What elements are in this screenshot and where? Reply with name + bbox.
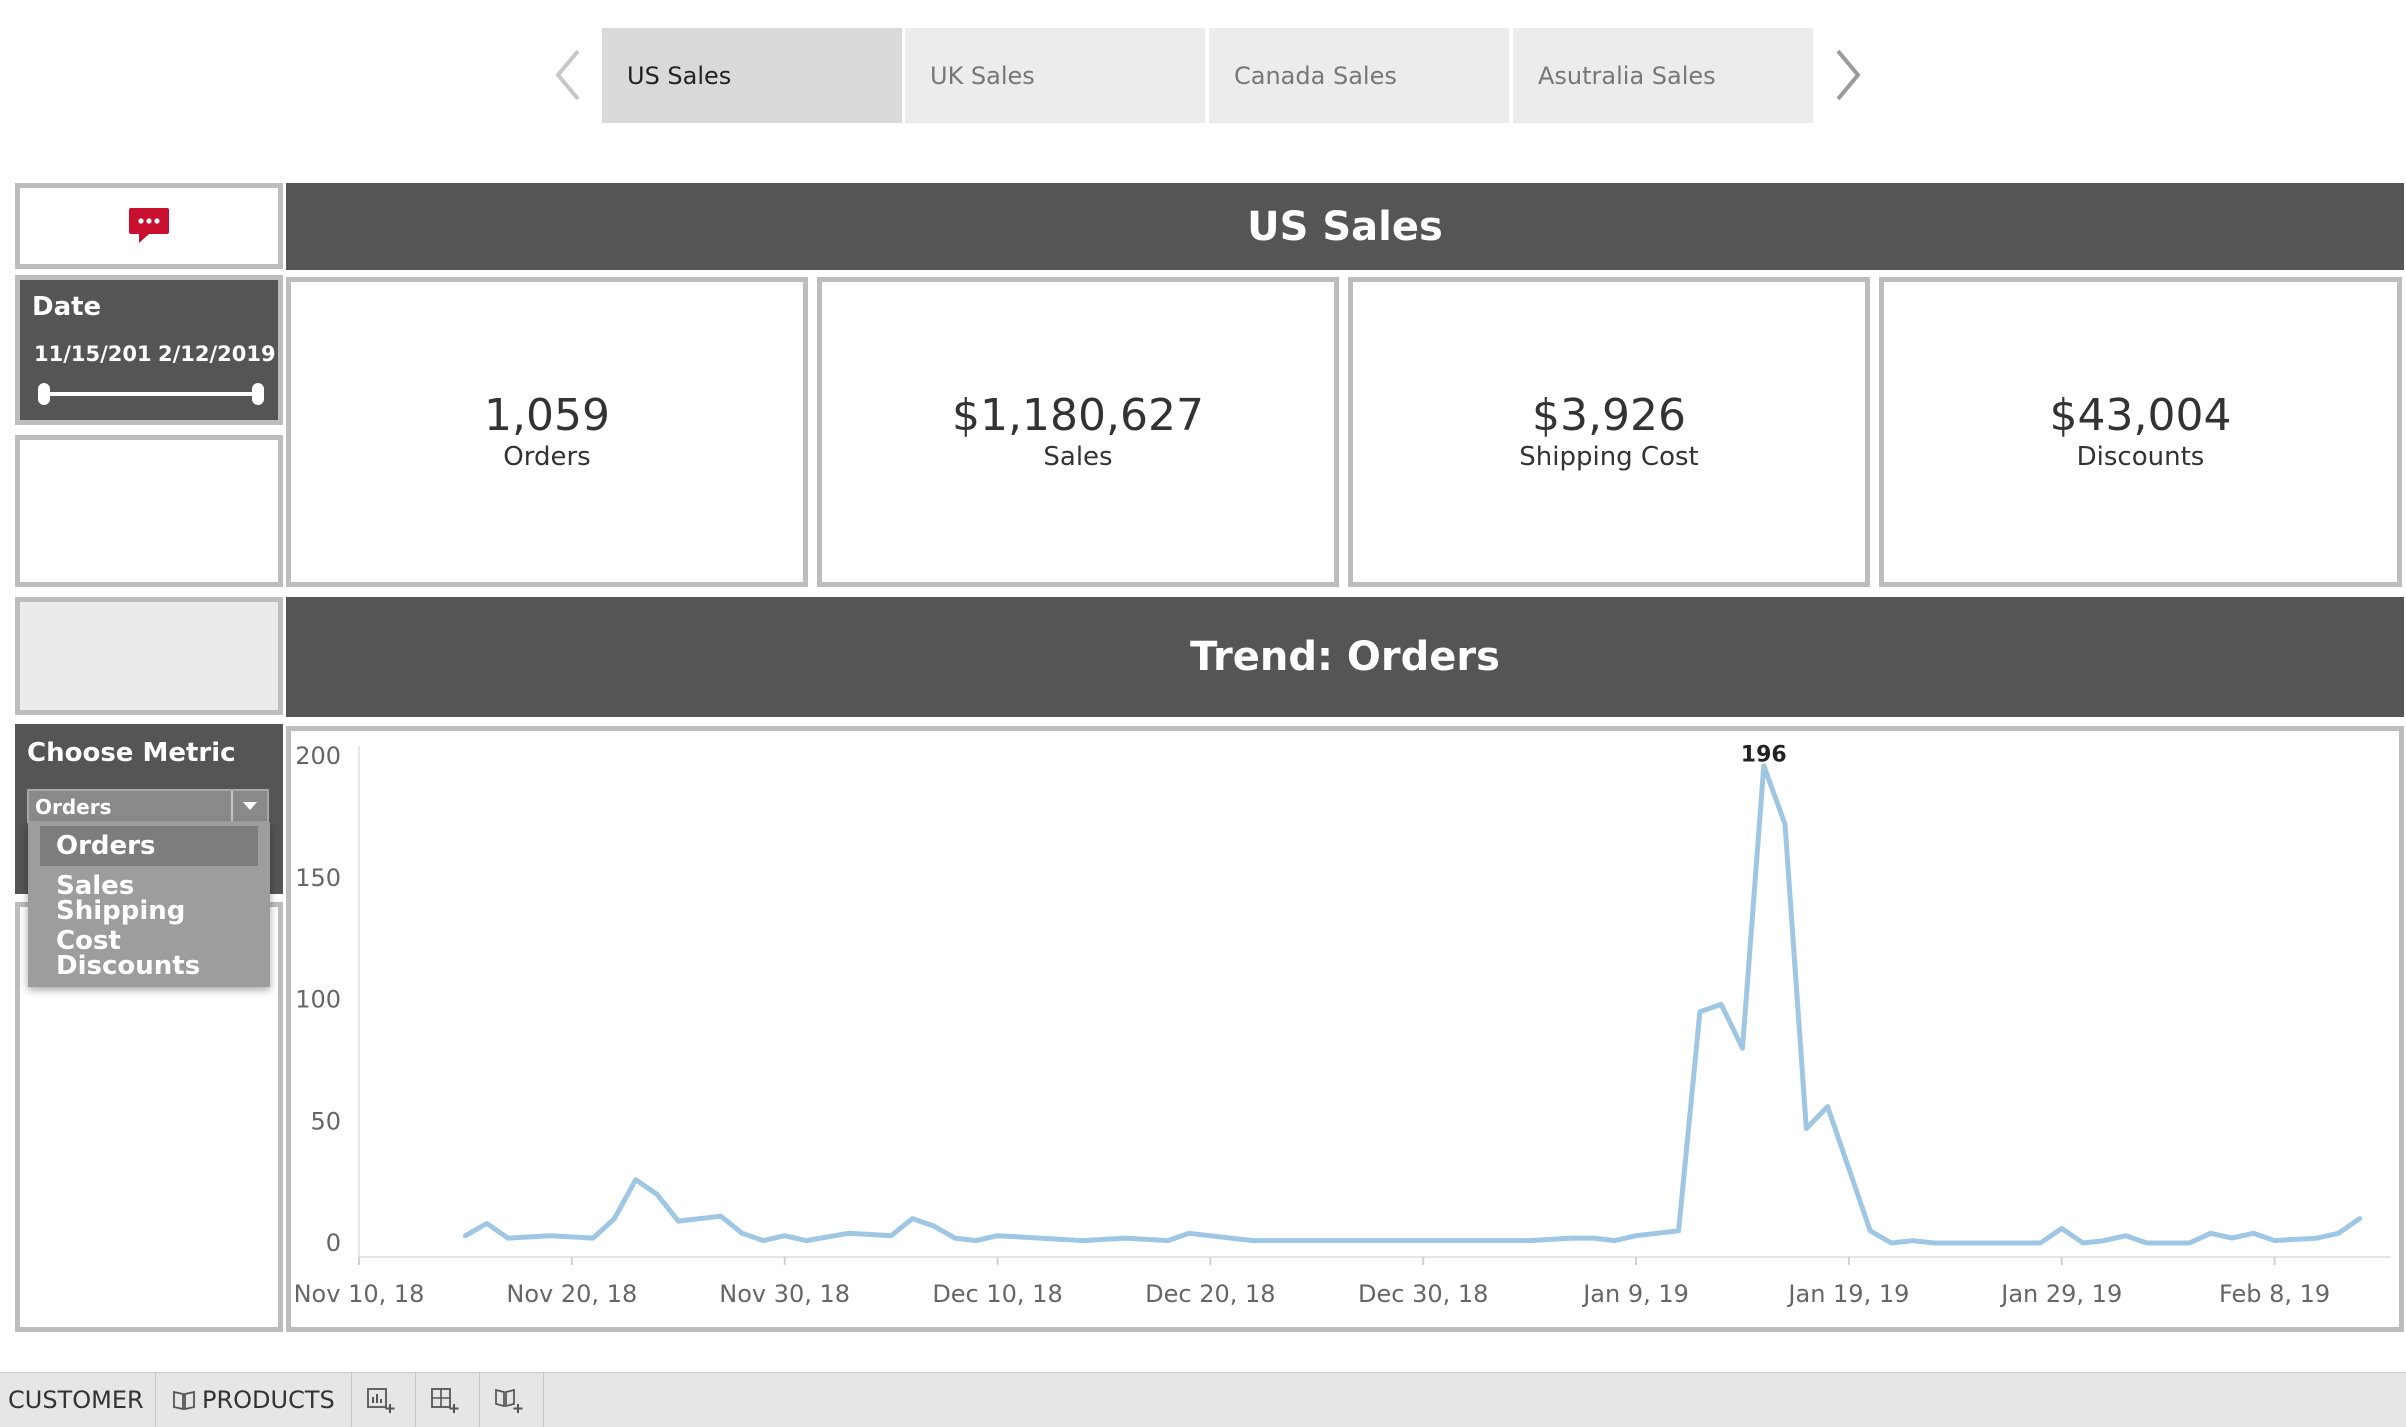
kpi-label: Sales: [1043, 442, 1113, 473]
kpi-sales: $1,180,627 Sales: [817, 277, 1339, 587]
x-tick-label: Dec 20, 18: [1145, 1280, 1275, 1308]
tab-australia-sales[interactable]: Asutralia Sales: [1513, 28, 1813, 123]
comment-icon[interactable]: [127, 206, 171, 246]
x-axis: Nov 10, 18 Nov 20, 18 Nov 30, 18 Dec 10, 18…: [294, 1256, 2391, 1308]
x-tick-label: Feb 8, 19: [2219, 1280, 2330, 1308]
x-tick-label: Nov 20, 18: [506, 1280, 637, 1308]
kpi-value: $1,180,627: [952, 389, 1204, 441]
x-tick-label: Nov 10, 18: [294, 1280, 425, 1308]
kpi-label: Orders: [503, 442, 591, 473]
kpi-shipping-cost: $3,926 Shipping Cost: [1348, 277, 1870, 587]
metric-dropdown-list: Orders Sales Shipping Cost Discounts: [28, 822, 270, 987]
x-tick-label: Jan 9, 19: [1581, 1280, 1689, 1308]
kpi-value: $3,926: [1532, 389, 1686, 441]
chevron-right-icon: [1836, 49, 1861, 101]
y-tick-label: 50: [310, 1107, 341, 1135]
orders-series-line[interactable]: [462, 763, 2363, 1246]
y-tick-label: 150: [295, 864, 341, 892]
chevron-down-icon[interactable]: [231, 791, 267, 821]
metric-selector-title: Choose Metric: [27, 738, 236, 768]
sheet-tab-customer[interactable]: CUSTOMER: [0, 1373, 156, 1427]
tab-label: UK Sales: [930, 61, 1035, 90]
y-axis: 0 50 100 150 200: [295, 742, 360, 1257]
new-worksheet-button[interactable]: [352, 1373, 416, 1427]
new-story-button[interactable]: [480, 1373, 544, 1427]
trend-title: Trend: Orders: [286, 597, 2404, 717]
empty-panel: [15, 435, 283, 587]
y-tick-label: 0: [326, 1229, 341, 1257]
kpi-orders: 1,059 Orders: [286, 277, 808, 587]
y-tick-label: 100: [295, 986, 341, 1014]
next-story-point-button[interactable]: [1828, 45, 1868, 105]
trend-chart-frame: 0 50 100 150 200 Nov 10, 18 Nov 20, 18 Nov 30,…: [286, 726, 2404, 1332]
kpi-label: Shipping Cost: [1519, 442, 1699, 473]
metric-dropdown-value: Orders: [35, 795, 112, 819]
kpi-value: $43,004: [2049, 389, 2232, 441]
chevron-left-icon: [555, 49, 580, 101]
sheet-tab-products[interactable]: PRODUCTS: [156, 1373, 352, 1427]
dashboard-title: US Sales: [286, 183, 2404, 270]
tab-uk-sales[interactable]: UK Sales: [905, 28, 1205, 123]
tab-label: Canada Sales: [1234, 61, 1397, 90]
x-tick-label: Dec 10, 18: [932, 1280, 1062, 1308]
metric-option-sales[interactable]: Sales: [56, 871, 135, 901]
kpi-label: Discounts: [2076, 442, 2205, 473]
sheet-tab-label: CUSTOMER: [8, 1386, 144, 1414]
date-slider-end-handle[interactable]: [252, 383, 264, 405]
new-worksheet-icon: [366, 1388, 394, 1413]
tab-label: Asutralia Sales: [1538, 61, 1716, 90]
date-filter: Date 11/15/2018 2/12/2019: [15, 275, 283, 425]
metric-option-discounts[interactable]: Discounts: [56, 951, 201, 981]
date-slider-start-handle[interactable]: [38, 383, 50, 405]
plot-area: 196: [462, 743, 2363, 1246]
peak-data-label: 196: [1741, 743, 1787, 768]
metric-option-orders[interactable]: Orders: [40, 826, 258, 866]
x-tick-label: Jan 29, 19: [1999, 1280, 2122, 1308]
new-dashboard-icon: [430, 1388, 458, 1413]
sheet-tab-label: PRODUCTS: [202, 1386, 335, 1414]
metric-option-shipping-cost[interactable]: Shipping Cost: [56, 896, 186, 956]
tab-label: US Sales: [627, 61, 732, 90]
kpi-value: 1,059: [484, 389, 610, 441]
date-filter-title: Date: [32, 292, 102, 322]
tab-canada-sales[interactable]: Canada Sales: [1209, 28, 1509, 123]
comment-panel: [15, 183, 283, 269]
new-story-icon: [494, 1388, 522, 1413]
sheet-tab-bar: CUSTOMER PRODUCTS: [0, 1372, 2406, 1427]
tab-us-sales[interactable]: US Sales: [602, 28, 902, 123]
new-dashboard-button[interactable]: [416, 1373, 480, 1427]
gray-panel: [15, 597, 283, 715]
metric-dropdown[interactable]: Orders: [27, 789, 269, 823]
kpi-discounts: $43,004 Discounts: [1879, 277, 2402, 587]
trend-chart: 0 50 100 150 200 Nov 10, 18 Nov 20, 18 Nov 30,…: [294, 742, 2391, 1308]
story-icon: [173, 1390, 195, 1411]
date-end-value[interactable]: 2/12/2019: [158, 342, 276, 366]
date-start-value[interactable]: 11/15/2018: [34, 342, 152, 366]
x-tick-label: Nov 30, 18: [719, 1280, 850, 1308]
y-tick-label: 200: [295, 742, 341, 770]
previous-story-point-button[interactable]: [548, 45, 588, 105]
x-tick-label: Dec 30, 18: [1358, 1280, 1488, 1308]
date-slider-track[interactable]: [40, 392, 260, 396]
x-tick-label: Jan 19, 19: [1786, 1280, 1909, 1308]
